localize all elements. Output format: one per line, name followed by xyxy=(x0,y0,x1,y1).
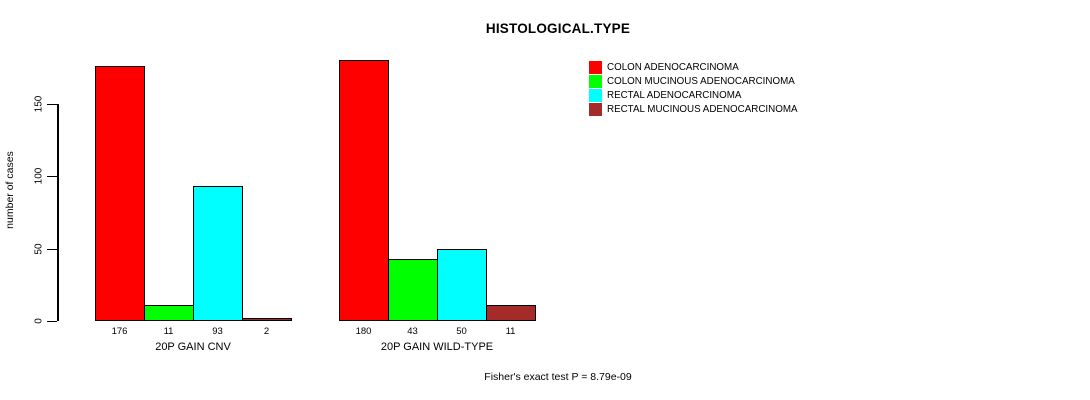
y-tick-mark xyxy=(47,103,57,105)
bar-colon-mucinous-adenocarcinoma xyxy=(388,258,438,321)
legend-label: COLON ADENOCARCINOMA xyxy=(607,62,739,74)
bar-value-label: 11 xyxy=(505,326,516,337)
bar-value-label: 43 xyxy=(407,326,418,337)
legend-color-swatch xyxy=(589,102,602,116)
y-tick-label: 150 xyxy=(33,95,45,112)
legend-label: COLON MUCINOUS ADENOCARCINOMA xyxy=(607,76,795,88)
bar-value-label: 50 xyxy=(456,326,467,337)
bar-value-label: 180 xyxy=(355,326,372,337)
y-tick-mark xyxy=(47,321,57,323)
bar-colon-mucinous-adenocarcinoma xyxy=(144,305,194,321)
legend-item-rectal-adenocarcinoma: RECTAL ADENOCARCINOMA xyxy=(589,88,798,103)
bar-value-label: 11 xyxy=(163,326,174,337)
y-tick-label: 50 xyxy=(33,242,45,255)
legend-item-colon-adenocarcinoma: COLON ADENOCARCINOMA xyxy=(589,61,798,75)
bar-rectal-mucinous-adenocarcinoma xyxy=(486,305,536,321)
legend-color-swatch xyxy=(589,88,602,102)
bar-value-label: 176 xyxy=(111,326,128,337)
bar-value-label: 2 xyxy=(263,326,270,337)
legend-item-colon-mucinous-adenocarcinoma: COLON MUCINOUS ADENOCARCINOMA xyxy=(589,75,798,89)
x-group-label-20p-gain-cnv: 20P GAIN CNV xyxy=(155,341,231,353)
bar-rectal-adenocarcinoma xyxy=(437,248,487,321)
y-tick-mark xyxy=(47,176,57,178)
chart-title: HISTOLOGICAL.TYPE xyxy=(485,21,631,36)
annotation-fisher-test: Fisher's exact test P = 8.79e-09 xyxy=(484,371,632,383)
y-tick-mark xyxy=(47,248,57,250)
bar-rectal-adenocarcinoma xyxy=(193,186,243,321)
bar-value-label: 93 xyxy=(212,326,223,337)
x-group-label-20p-gain-wild-type: 20P GAIN WILD-TYPE xyxy=(380,341,494,353)
legend-item-rectal-mucinous-adenocarcinoma: RECTAL MUCINOUS ADENOCARCINOMA xyxy=(589,102,798,116)
bar-colon-adenocarcinoma xyxy=(95,65,145,321)
legend-label: RECTAL ADENOCARCINOMA xyxy=(607,89,742,101)
y-axis-line xyxy=(57,103,59,321)
legend: COLON ADENOCARCINOMA COLON MUCINOUS ADENO… xyxy=(589,61,798,116)
bar-colon-adenocarcinoma xyxy=(339,60,389,321)
bar-rectal-mucinous-adenocarcinoma xyxy=(242,318,292,321)
legend-color-swatch xyxy=(589,61,602,75)
y-tick-label: 0 xyxy=(33,318,45,324)
y-axis-title: number of cases xyxy=(4,151,16,229)
legend-color-swatch xyxy=(589,75,602,89)
y-tick-label: 100 xyxy=(33,167,45,185)
legend-label: RECTAL MUCINOUS ADENOCARCINOMA xyxy=(607,103,798,115)
